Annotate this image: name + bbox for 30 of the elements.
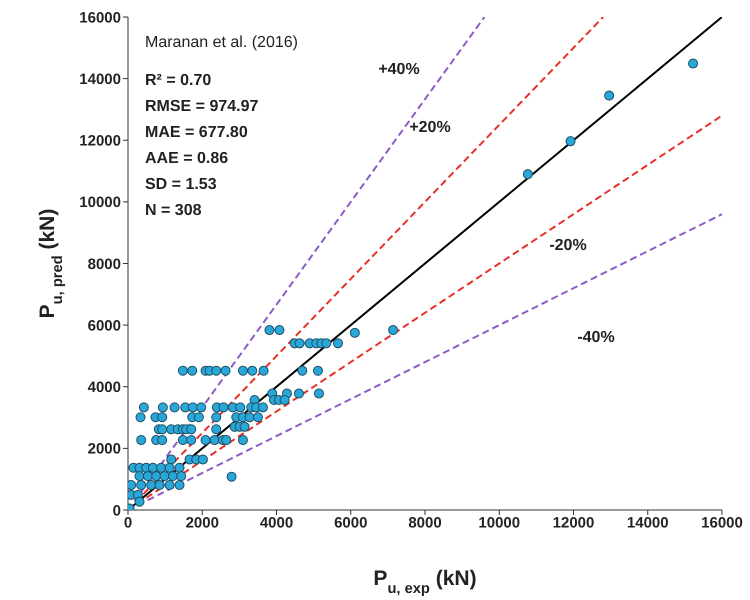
y-tick-label: 12000 (79, 132, 121, 150)
y-tick-label: 8000 (88, 256, 121, 273)
y-tick-label: 16000 (79, 9, 121, 26)
x-tick-label: 0 (124, 514, 132, 532)
x-tick-label: 12000 (552, 514, 594, 532)
annotation: +20% (409, 119, 451, 136)
x-tick-label: 4000 (260, 514, 294, 532)
y-tick-label: 6000 (88, 317, 121, 334)
annotation: -20% (549, 237, 587, 254)
x-tick-label: 16000 (701, 514, 743, 532)
annotation: R² = 0.70 (145, 71, 212, 91)
x-tick-label: 10000 (478, 514, 520, 532)
y-tick-label: 10000 (79, 194, 121, 212)
annotation: +40% (378, 61, 420, 78)
annotation: -40% (577, 329, 615, 346)
annotation: MAE = 677.80 (145, 123, 249, 143)
annotation: Maranan et al. (2016) (145, 33, 298, 53)
x-tick-label: 14000 (626, 514, 669, 532)
y-tick-label: 0 (112, 502, 121, 520)
y-tick-label: 14000 (79, 70, 121, 88)
x-tick-label: 8000 (408, 514, 442, 532)
x-tick-label: 2000 (186, 514, 219, 532)
annotation: SD = 1.53 (145, 175, 218, 195)
y-tick-label: 4000 (88, 379, 121, 396)
annotation: N = 308 (145, 201, 202, 221)
annotation: RMSE = 974.97 (145, 97, 260, 117)
x-axis-title: P$_{u, exp}$ (kN) (373, 567, 477, 597)
x-tick-label: 6000 (334, 514, 368, 532)
annotation: AAE = 0.86 (145, 149, 230, 169)
y-tick-label: 2000 (88, 440, 121, 458)
